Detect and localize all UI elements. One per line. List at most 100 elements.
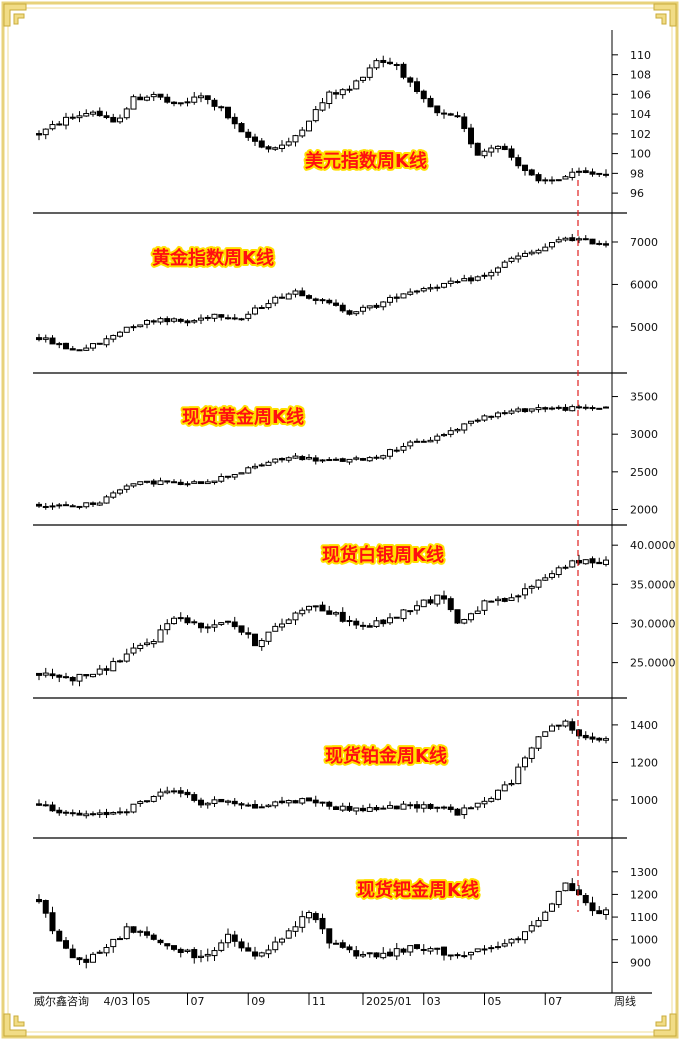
candle-body [144,96,150,101]
candle-body [522,164,528,172]
candle-body [90,813,96,816]
candle-body [555,890,562,906]
candle-body [63,811,69,814]
candle-body [501,145,508,151]
candle-body [110,492,117,498]
candle-body [218,314,225,318]
candle-body [366,305,373,309]
candle-body [171,318,177,322]
y-tick-label: 98 [630,167,644,180]
candle-body [427,439,434,443]
candle-body [265,303,272,309]
candle-body [292,455,299,459]
candle-body [117,811,123,814]
candle-body [164,318,171,323]
candle-body [231,116,238,125]
candle-body [414,290,420,293]
candle-body [501,784,508,792]
candle-body [528,585,535,589]
candle-body [164,480,171,483]
candle-body [474,276,481,281]
candle-body [285,457,292,461]
candle-body [407,804,414,807]
candle-body [387,449,393,457]
candle-body [569,237,576,242]
candle-body [238,803,245,806]
candle-body [83,113,90,117]
candle-body [265,146,272,150]
candle-body [110,661,117,672]
candle-body [549,179,555,182]
candle-body [441,112,447,115]
candle-body [555,239,562,243]
candle-body [353,457,360,460]
candle-body [63,116,69,126]
candle-body [603,738,609,741]
candle-body [555,724,562,727]
candle-body [96,812,103,815]
candle-body [434,947,441,950]
candle-body [90,343,96,349]
candle-body [164,790,171,794]
candle-body [103,947,110,954]
candle-body [387,61,393,65]
candle-body [103,668,110,671]
panel-1: 96 98 100 102 104 106 108 110 美元指数周K线 [33,49,651,214]
candle-body [123,653,130,662]
frame-corner-ornament [3,3,27,27]
candle-body [326,928,333,944]
candle-body [360,306,366,312]
candle-body [515,766,522,785]
candle-body [225,106,231,119]
candle-body [258,640,265,648]
candle-body [326,610,333,615]
candle-body [542,731,549,737]
candle-body [454,808,461,816]
candle-body [63,504,69,507]
candle-body [589,736,596,740]
candle-body [474,142,481,156]
candle-body [488,798,495,802]
candle-body [387,805,393,809]
y-tick-label: 102 [630,128,651,141]
candle-body [292,612,299,621]
candle-body [69,676,76,682]
x-tick-label: 07 [548,995,562,1008]
candle-body [576,559,582,564]
candle-body [488,271,495,277]
candle-body [528,408,535,412]
candle-body [191,794,198,801]
candle-body [177,790,184,794]
candle-body [549,242,555,248]
candle-body [177,102,184,105]
candle-body [380,455,387,459]
y-tick-label: 30.0000 [630,617,676,630]
candle-body [123,485,130,490]
candle-body [252,465,258,469]
candle-body [488,147,495,153]
candle-body [522,252,528,257]
candle-body [468,951,474,956]
candle-body [279,800,285,804]
candle-body [427,97,434,108]
candle-body [447,280,454,284]
candle-body [393,63,400,66]
candle-body [407,77,414,83]
candle-body [373,456,380,459]
candle-body [562,237,569,241]
candle-body [56,123,63,126]
candle-body [576,170,582,173]
candle-body [535,736,542,749]
candle-body [576,238,582,241]
candle-body [42,337,49,340]
candle-body [36,337,42,341]
candle-body [407,945,414,953]
panel-title: 现货铂金周K线 [325,745,447,767]
candle-body [373,952,380,958]
candle-body [42,505,49,508]
candle-body [150,320,157,323]
candle-body [474,419,481,422]
candle-body [76,505,83,508]
candle-body [400,445,407,451]
